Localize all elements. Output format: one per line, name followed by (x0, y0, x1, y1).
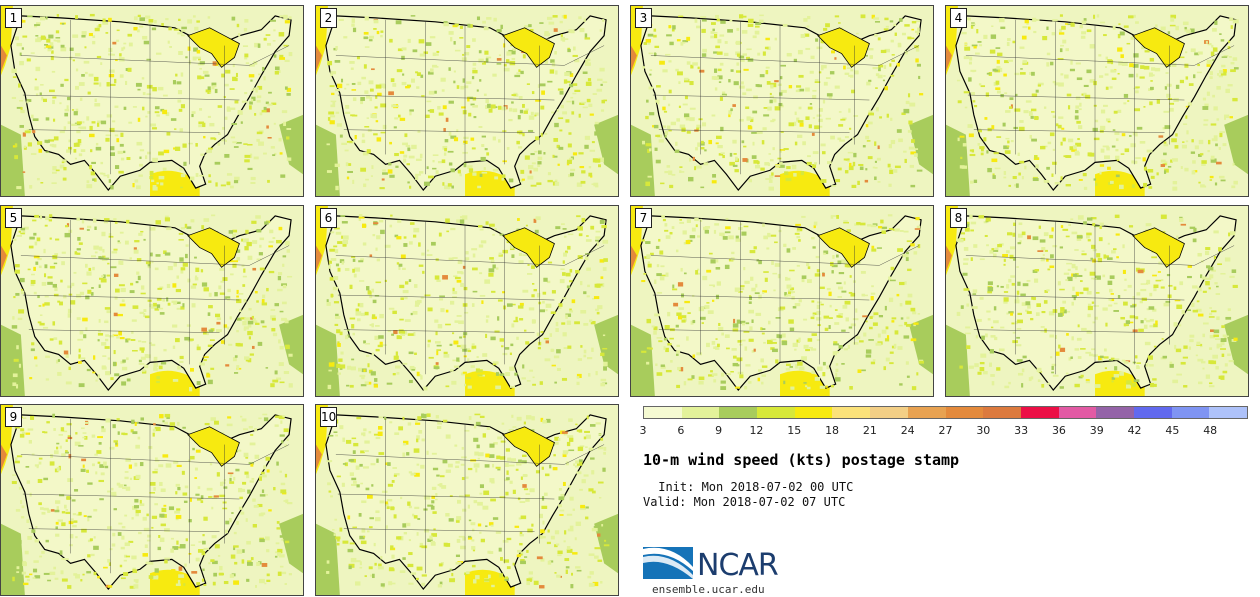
member-label: 4 (950, 8, 967, 28)
colorbar-tick-label: 42 (1127, 424, 1142, 437)
member-label: 5 (5, 208, 22, 228)
wind-map (316, 6, 618, 196)
colorbar-tick-label: 45 (1165, 424, 1180, 437)
colorbar-tick-label: 15 (787, 424, 802, 437)
panel-2: 2 (315, 5, 619, 197)
member-label: 2 (320, 8, 337, 28)
colorbar-tick-label: 3 (639, 424, 647, 437)
ncar-logo-text: NCAR (697, 548, 779, 583)
panel-4: 4 (945, 5, 1249, 197)
member-label: 6 (320, 208, 337, 228)
colorbar-tick-label: 27 (938, 424, 953, 437)
colorbar-swatch (1133, 407, 1172, 418)
wind-map (946, 6, 1248, 196)
colorbar-tick-label: 39 (1089, 424, 1104, 437)
wind-map (316, 206, 618, 396)
colorbar-tick-label: 12 (749, 424, 764, 437)
colorbar-tick-label: 36 (1051, 424, 1066, 437)
member-label: 3 (635, 8, 652, 28)
member-label: 7 (635, 208, 652, 228)
colorbar-swatch (644, 407, 682, 418)
panel-8: 8 (945, 205, 1249, 397)
member-label: 1 (5, 8, 22, 28)
colorbar-tick-label: 9 (715, 424, 723, 437)
wind-map (1, 206, 303, 396)
figure-title: 10-m wind speed (kts) postage stamp (643, 451, 960, 469)
member-label: 8 (950, 208, 967, 228)
colorbar-tick-label: 24 (900, 424, 915, 437)
colorbar-tick-label: 48 (1203, 424, 1218, 437)
colorbar-swatch (945, 407, 984, 418)
colorbar-swatch (983, 407, 1021, 418)
colorbar-tick-label: 33 (1014, 424, 1029, 437)
panel-1: 1 (0, 5, 304, 197)
panel-7: 7 (630, 205, 934, 397)
panel-10: 10 (315, 404, 619, 596)
valid-time: Valid: Mon 2018-07-02 07 UTC (643, 495, 846, 509)
colorbar-swatch (832, 407, 871, 418)
init-time: Init: Mon 2018-07-02 00 UTC (651, 480, 854, 494)
wind-map (631, 6, 933, 196)
colorbar-swatch (681, 407, 720, 418)
wind-map (1, 6, 303, 196)
colorbar-tick-label: 30 (976, 424, 991, 437)
site-url: ensemble.ucar.edu (652, 583, 765, 596)
wind-map (1, 405, 303, 595)
panel-9: 9 (0, 404, 304, 596)
member-label: 9 (5, 407, 22, 427)
colorbar (643, 406, 1248, 419)
colorbar-swatch (1096, 407, 1134, 418)
ncar-logo (643, 547, 693, 579)
colorbar-swatch (1058, 407, 1097, 418)
colorbar-swatch (794, 407, 833, 418)
wind-map (946, 206, 1248, 396)
colorbar-tick-label: 21 (862, 424, 877, 437)
colorbar-swatch (719, 407, 758, 418)
panel-5: 5 (0, 205, 304, 397)
colorbar-ticks: 3 6 9 12 15 18 21 24 27 30 33 36 39 42 45 48 (639, 424, 1253, 438)
colorbar-swatch (907, 407, 946, 418)
colorbar-swatch (1020, 407, 1059, 418)
member-label: 10 (320, 407, 337, 427)
colorbar-swatch (1171, 407, 1210, 418)
colorbar-swatch (1209, 407, 1247, 418)
colorbar-swatch (870, 407, 908, 418)
panel-6: 6 (315, 205, 619, 397)
wind-map (316, 405, 618, 595)
panel-3: 3 (630, 5, 934, 197)
colorbar-tick-label: 18 (825, 424, 840, 437)
colorbar-swatch (757, 407, 795, 418)
wind-map (631, 206, 933, 396)
colorbar-tick-label: 6 (677, 424, 685, 437)
